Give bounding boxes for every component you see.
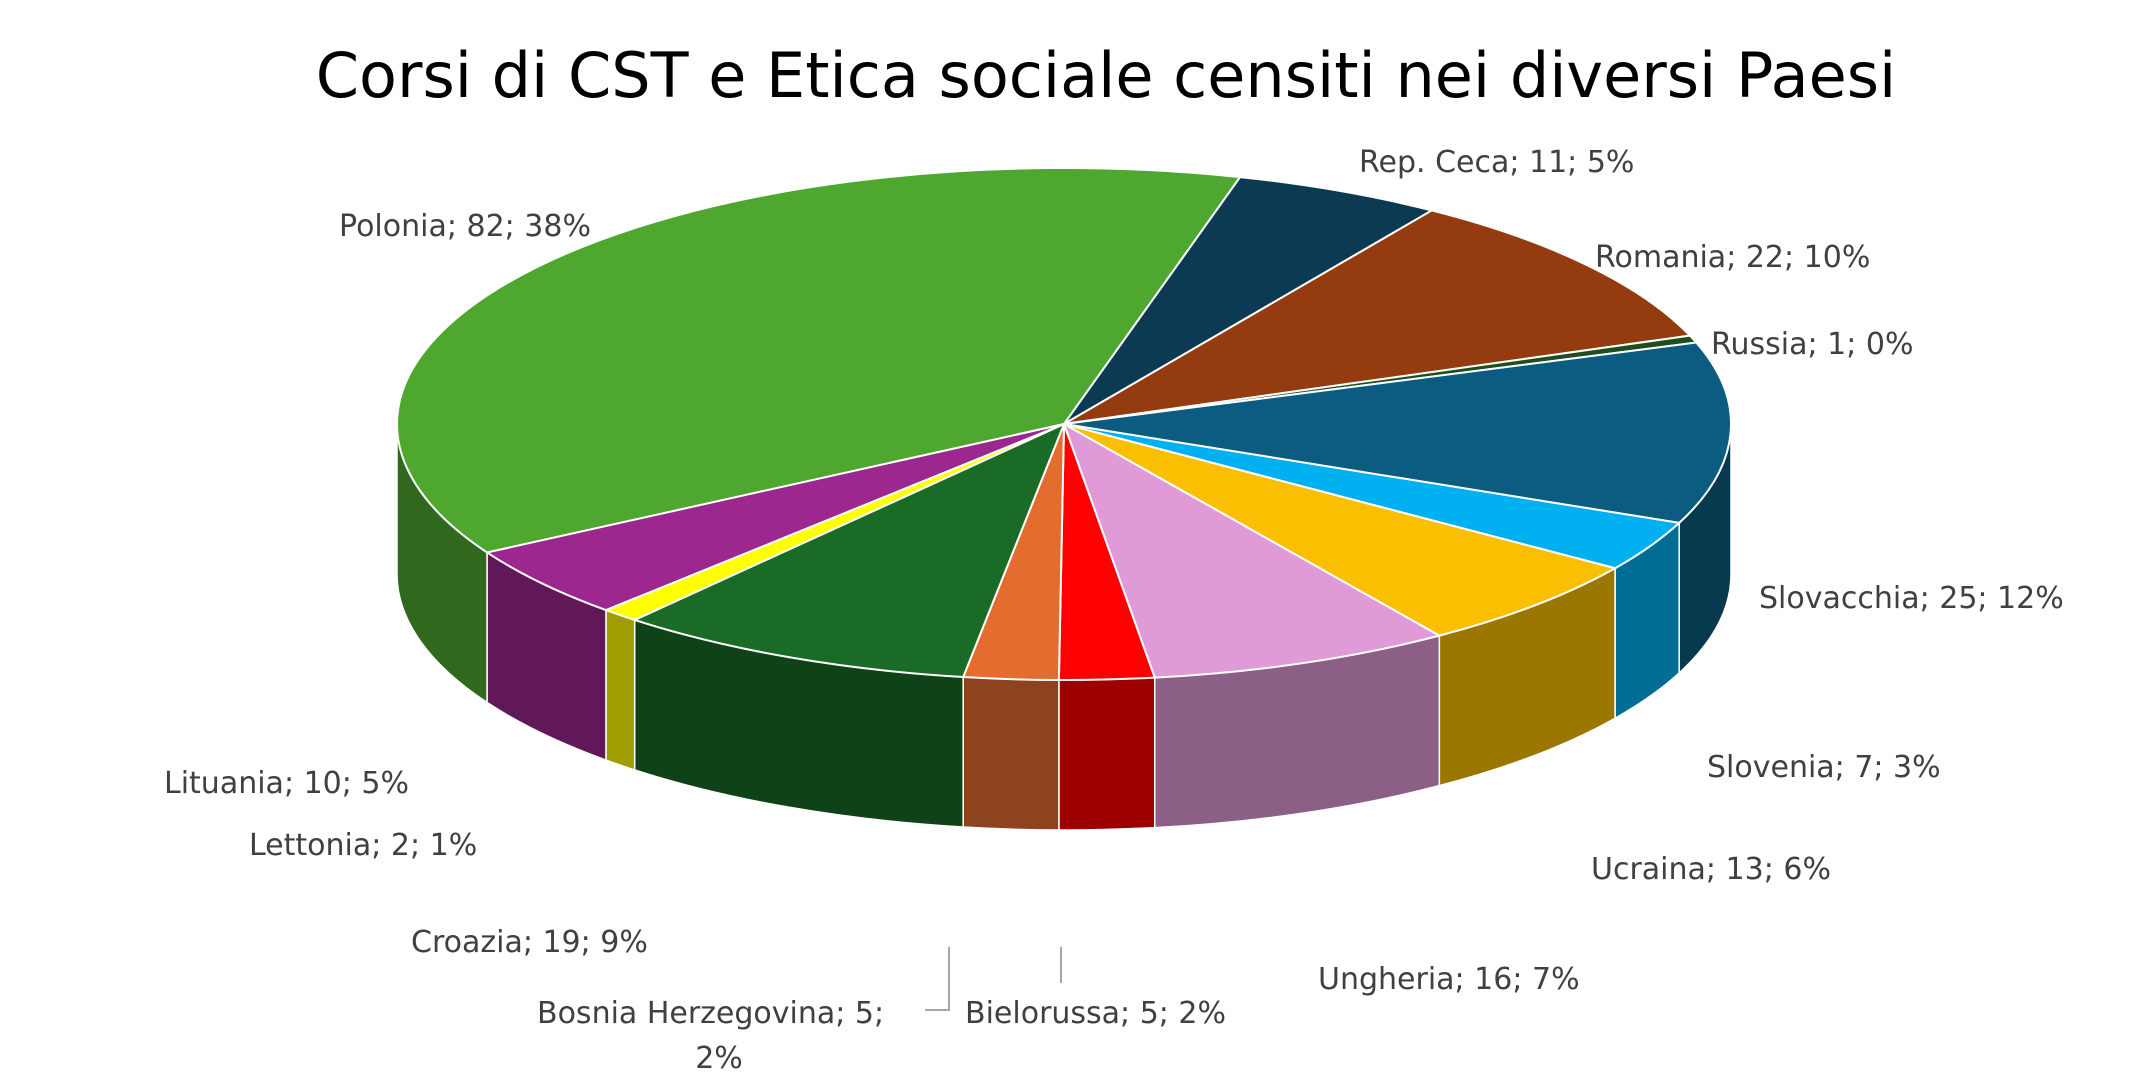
leader-line-bosnia-herzegovina xyxy=(925,947,950,1011)
data-labels: Rep. Ceca; 11; 5% Romania; 22; 10% Russia;… xyxy=(164,145,2064,1076)
pie-tops xyxy=(396,167,1732,681)
data-label-romania: Romania; 22; 10% xyxy=(1595,240,1870,275)
data-label-lettonia: Lettonia; 2; 1% xyxy=(249,828,477,863)
slice-ucraina[interactable] xyxy=(1063,423,1618,637)
data-label-slovenia: Slovenia; 7; 3% xyxy=(1707,750,1941,785)
data-label-russia: Russia; 1; 0% xyxy=(1711,327,1913,362)
data-label-ucraina: Ucraina; 13; 6% xyxy=(1591,852,1831,887)
slice-lituania[interactable] xyxy=(484,423,1065,612)
slice-romania[interactable] xyxy=(1063,209,1693,425)
data-label-slovacchia: Slovacchia; 25; 12% xyxy=(1759,581,2064,616)
slice-slovacchia[interactable] xyxy=(1063,341,1732,524)
side-bielorussa xyxy=(1058,676,1156,831)
data-label-rep-ceca: Rep. Ceca; 11; 5% xyxy=(1359,145,1634,180)
slice-rep-ceca[interactable] xyxy=(1063,176,1435,425)
slice-polonia[interactable] xyxy=(396,167,1242,554)
side-bosnia-herzegovina xyxy=(962,676,1060,831)
side-lettonia xyxy=(605,609,636,771)
pie-sides xyxy=(396,423,1732,831)
data-label-lituania: Lituania; 10; 5% xyxy=(164,766,409,801)
data-label-polonia: Polonia; 82; 38% xyxy=(339,209,591,244)
leader-lines xyxy=(925,947,1062,1011)
slice-croazia[interactable] xyxy=(631,422,1066,679)
data-label-bielorussa: Bielorussa; 5; 2% xyxy=(965,996,1226,1031)
slice-ungheria[interactable] xyxy=(1062,421,1442,679)
chart-title: Corsi di CST e Etica sociale censiti nei… xyxy=(316,39,1897,112)
data-label-bosnia-herzegovina: Bosnia Herzegovina; 5; 2% xyxy=(537,996,884,1076)
data-label-ungheria: Ungheria; 16; 7% xyxy=(1318,962,1580,997)
data-label-croazia: Croazia; 19; 9% xyxy=(411,925,648,960)
